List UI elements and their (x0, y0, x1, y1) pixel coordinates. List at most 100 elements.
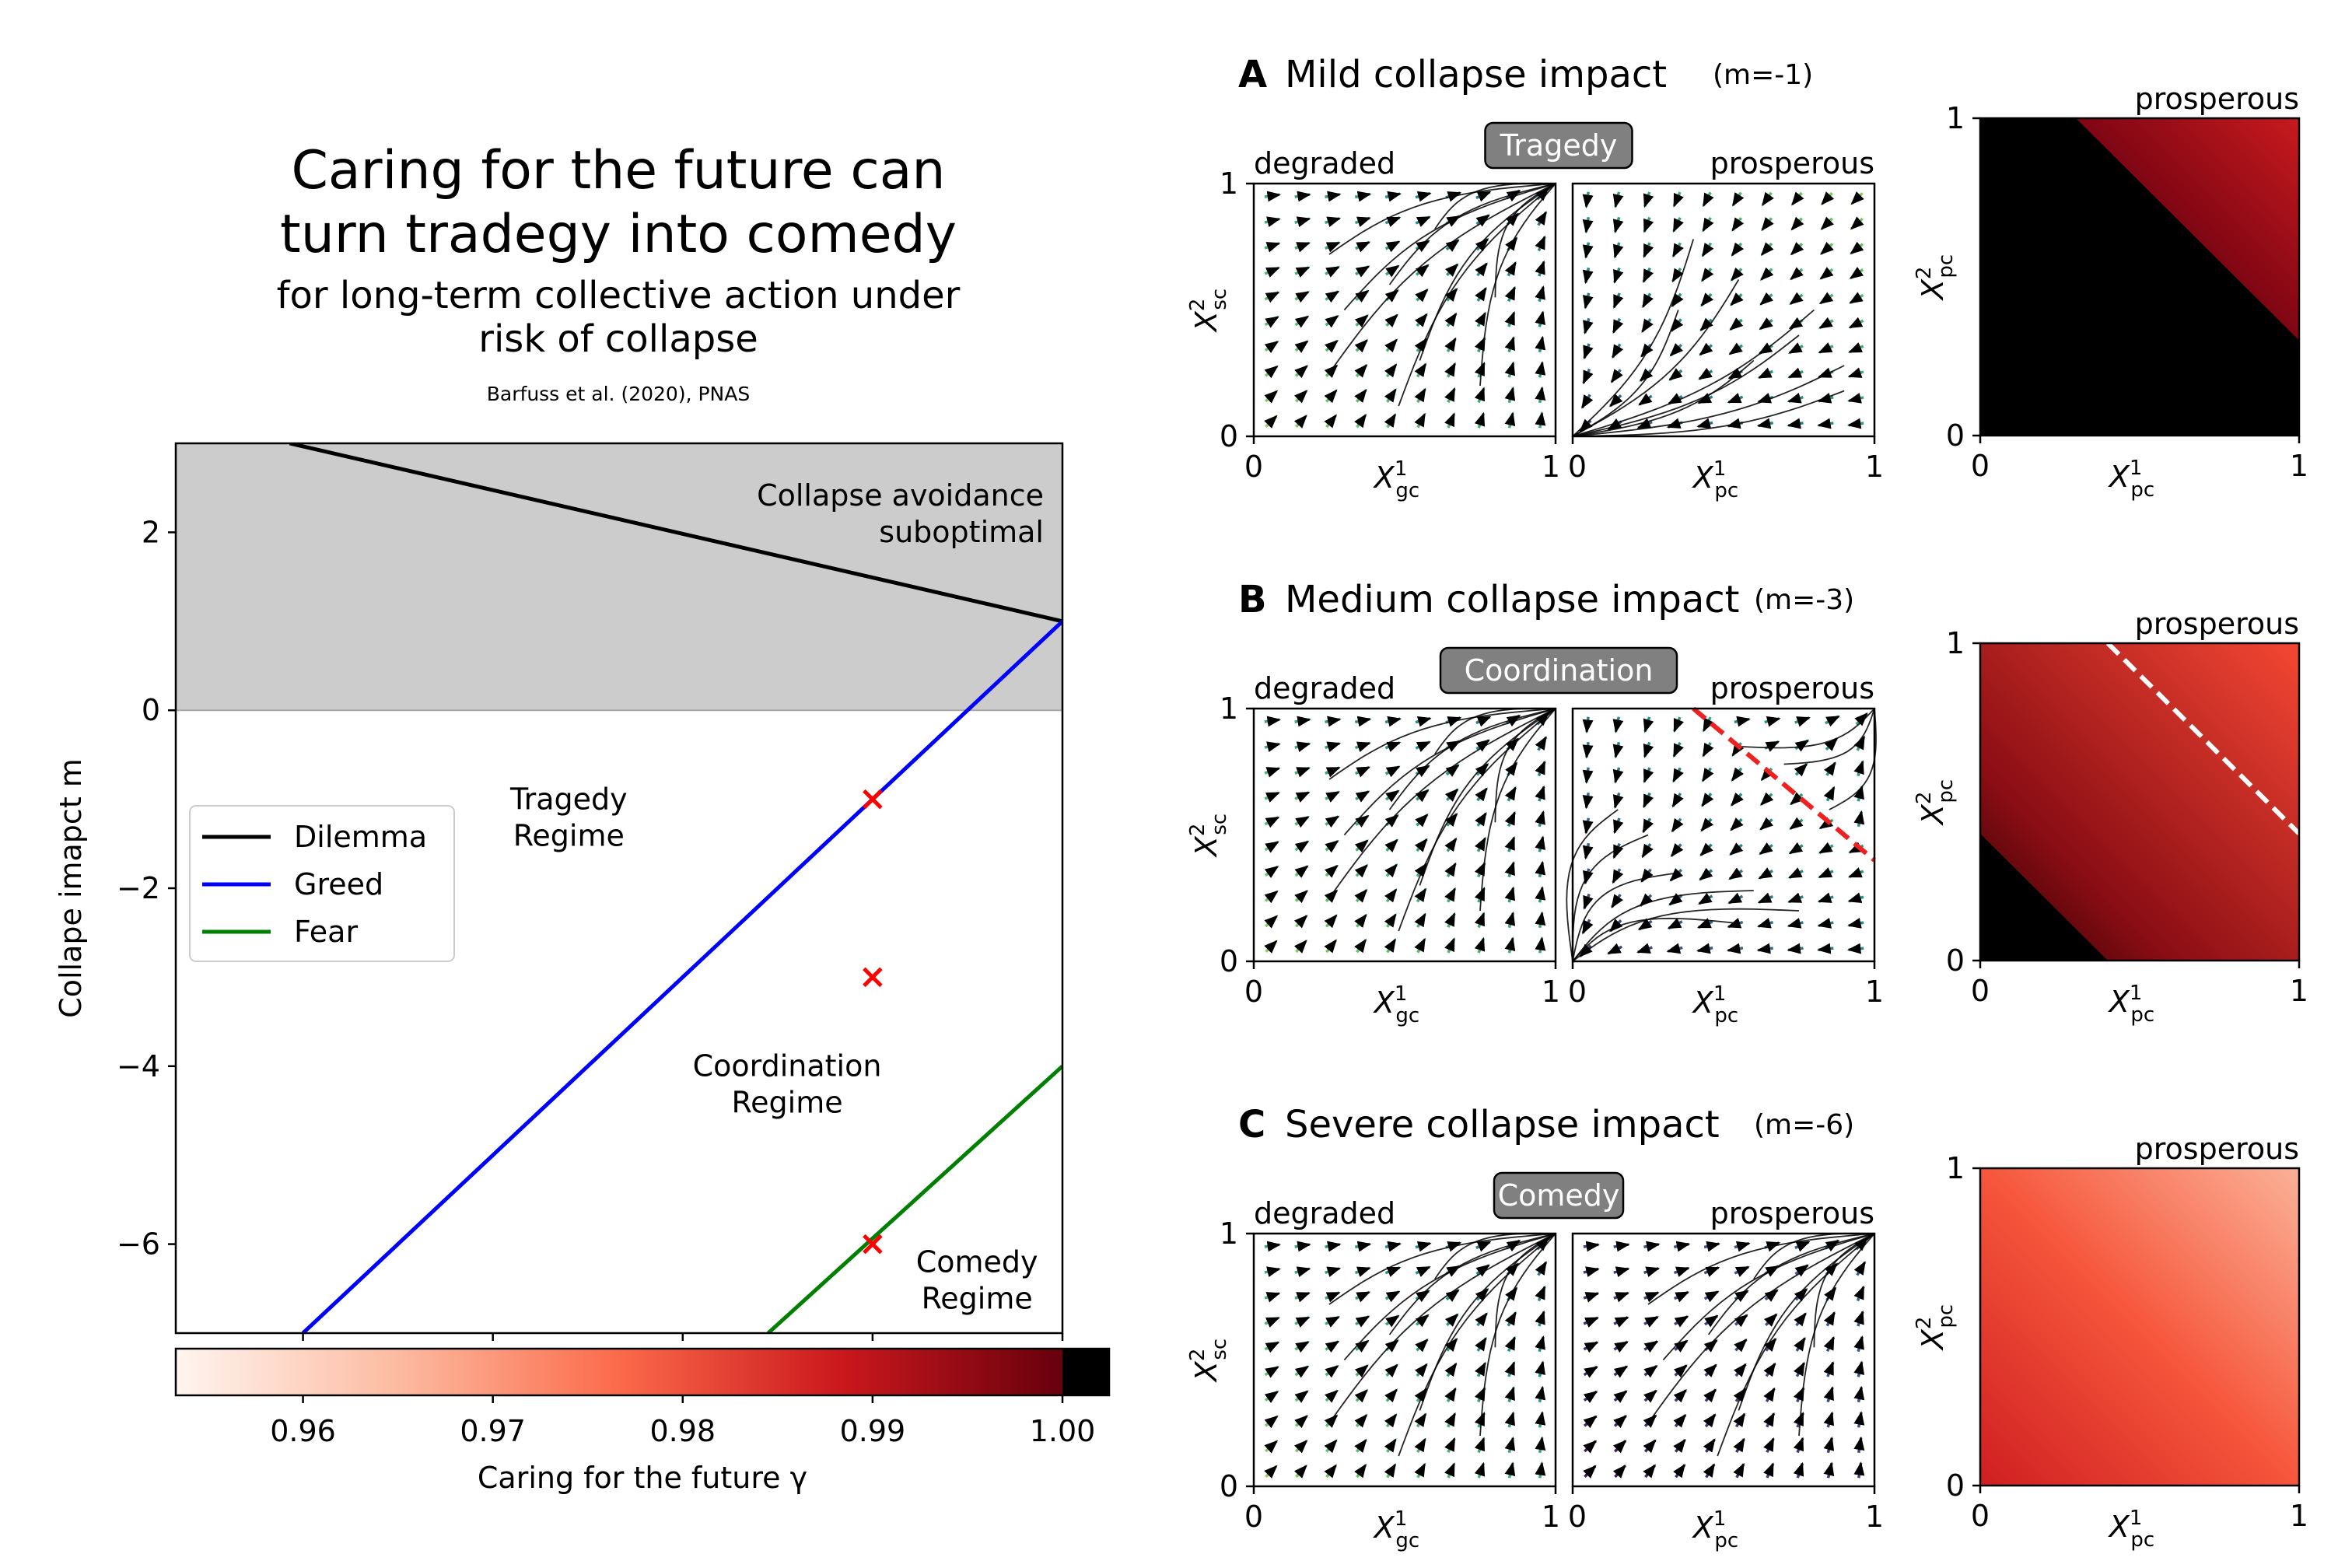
x-tick-label: 1 (1542, 975, 1560, 1009)
marker-x-3 (863, 1234, 883, 1255)
colorbar-gradient (176, 1349, 1062, 1395)
regime-chart: 2 0 −2 −4 −6 Collapse avoidance suboptimal T… (54, 442, 1111, 1495)
panel-title: Severe collapse impact (1285, 1103, 1720, 1146)
panel-param: (m=-3) (1754, 584, 1854, 616)
basin-x-axis-label: X1 pc (2108, 1507, 2154, 1552)
x-axis-label: X1 gc (1373, 1507, 1419, 1552)
y-axis-label: X2sc (1186, 814, 1231, 858)
colorbar-extension (1062, 1349, 1109, 1395)
x-tick-label: 0 (1568, 975, 1587, 1009)
basin-heatmap (1980, 641, 2301, 961)
degraded-title: degraded (1254, 146, 1395, 180)
phase-panels: A Mild collapse impact (m=-1) Tragedy degrad… (1186, 53, 2308, 1552)
basin-x-axis-label: X1 pc (2108, 982, 2154, 1027)
x-tick-label: 1 (1542, 450, 1560, 484)
x-tick-label: 1 (2290, 1499, 2308, 1533)
regime-label-comedy: Comedy (916, 1244, 1038, 1279)
x-tick-label: 1 (1865, 975, 1884, 1009)
basin-title: prosperous (2135, 1132, 2299, 1166)
panel-title: Medium collapse impact (1285, 578, 1739, 621)
colorbar-label: Caring for the future γ (478, 1461, 807, 1495)
marker-x-1 (863, 789, 883, 810)
legend-label-greed: Greed (294, 867, 383, 901)
x-tick-label: 0 (1244, 1500, 1263, 1534)
basin-title: prosperous (2135, 607, 2299, 641)
subtitle-line-1: for long-term collective action under (277, 274, 961, 317)
colorbar: 0.96 0.97 0.98 0.99 1.00 Caring for the futu… (174, 1347, 1111, 1495)
y-axis-label: X2sc (1186, 289, 1231, 333)
legend-label-fear: Fear (294, 915, 358, 949)
series-line-dilemma (289, 443, 1062, 624)
suboptimal-label-2: suboptimal (879, 515, 1044, 549)
y-tick-label: 0 (1220, 944, 1238, 978)
regime-label-line2: Regime (922, 1281, 1033, 1315)
x-axis-label: X1 pc (1692, 1507, 1738, 1552)
degraded-trajectories (1328, 707, 1556, 932)
basin-separatrix (2105, 641, 2301, 835)
panel-c: C Severe collapse impact (m=-6) Comedy degra… (1186, 1103, 2308, 1552)
y-tick-label: 0 (142, 693, 160, 727)
colorbar-tick-label: 0.98 (649, 1414, 716, 1448)
x-tick-label: 1 (1865, 450, 1884, 484)
prosperous-title: prosperous (1710, 1196, 1874, 1230)
y-tick-label: −6 (117, 1227, 160, 1262)
svg-text:Comedy: Comedy (1498, 1178, 1620, 1213)
y-tick-label: 0 (1946, 1468, 1965, 1503)
legend-label-dilemma: Dilemma (294, 820, 427, 854)
y-tick-label: 1 (1220, 166, 1238, 201)
y-tick-label: 1 (1220, 691, 1238, 726)
panel-letter: A (1238, 53, 1267, 96)
header: Caring for the future can turn tradegy i… (277, 140, 961, 405)
x-tick-label: 0 (1244, 975, 1263, 1009)
marker-x-2 (863, 967, 883, 988)
colorbar-tick-label: 1.00 (1030, 1414, 1096, 1448)
citation: Barfuss et al. (2020), PNAS (487, 383, 750, 405)
y-tick-label: 1 (1220, 1216, 1238, 1251)
colorbar-tick-label: 0.96 (270, 1414, 336, 1448)
prosperous-vector-field (1579, 191, 1864, 432)
legend-frame (189, 805, 455, 962)
separatrix-line (1692, 706, 1876, 863)
panel-b: B Medium collapse impact (m=-3) Coordinatio… (1186, 578, 2308, 1027)
basin-y-axis-label: X2pc (1913, 1304, 1958, 1351)
collapse-basin (1980, 118, 2299, 436)
y-tick-label: 1 (1946, 1151, 1965, 1185)
regime-badge: Tragedy (1484, 121, 1633, 170)
x-tick-label: 0 (1971, 974, 1990, 1008)
degraded-title: degraded (1254, 1196, 1395, 1230)
x-tick-label: 1 (2290, 449, 2308, 483)
basin-frame (1979, 117, 2301, 437)
subtitle-line-2: risk of collapse (478, 317, 758, 361)
panel-letter: B (1238, 578, 1267, 621)
y-tick-label: −2 (117, 871, 160, 905)
panel-a: A Mild collapse impact (m=-1) Tragedy degrad… (1186, 53, 2308, 502)
prosperous-frame (1571, 1232, 1876, 1488)
prosperous-trajectories (1572, 239, 1845, 437)
colorbar-tick-label: 0.97 (460, 1414, 526, 1448)
x-tick-label: 1 (1865, 1500, 1884, 1534)
y-tick-label: 1 (1946, 101, 1965, 135)
regime-label-tragedy: Tragedy (509, 782, 628, 816)
regime-label-coordination: Coordination (693, 1049, 882, 1083)
regime-badge: Coordination (1439, 646, 1678, 695)
x-axis-label: X1 gc (1373, 457, 1419, 502)
x-tick-label: 1 (2290, 974, 2308, 1008)
regime-badge: Comedy (1493, 1171, 1625, 1220)
y-tick-label: 0 (1220, 419, 1238, 453)
degraded-frame (1252, 1232, 1557, 1488)
basin-y-axis-label: X2pc (1913, 254, 1958, 301)
prosperous-frame (1571, 707, 1876, 963)
basin-frame (1979, 1167, 2301, 1487)
degraded-vector-field (1264, 1237, 1549, 1479)
prosperous-trajectories (1647, 1232, 1875, 1457)
y-tick-label: 2 (142, 515, 160, 549)
panel-param: (m=-6) (1754, 1109, 1854, 1141)
x-tick-label: 0 (1971, 1499, 1990, 1533)
prosperous-title: prosperous (1710, 671, 1874, 705)
x-tick-label: 0 (1244, 450, 1263, 484)
degraded-title: degraded (1254, 671, 1395, 705)
y-tick-label: 0 (1946, 418, 1965, 453)
regime-label-line2: Regime (513, 818, 625, 852)
degraded-frame (1252, 707, 1557, 963)
y-axis-label: Collape imapct m (54, 758, 88, 1018)
